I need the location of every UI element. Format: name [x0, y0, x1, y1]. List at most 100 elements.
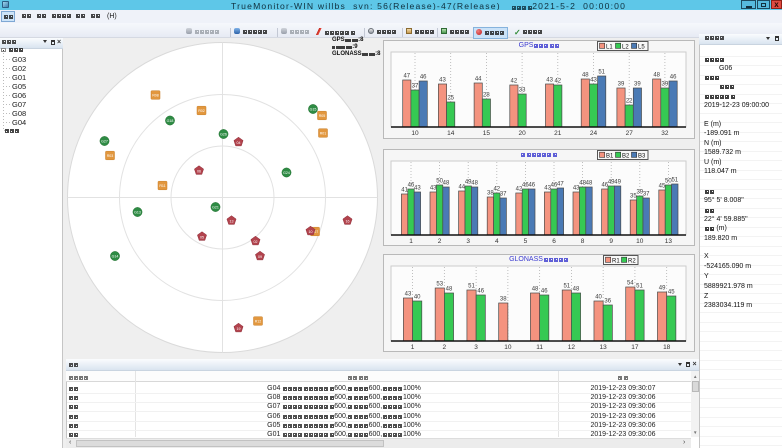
svg-text:4: 4 — [495, 238, 499, 245]
svg-text:19: 19 — [237, 327, 241, 331]
svg-text:38: 38 — [500, 297, 507, 303]
svg-text:47: 47 — [557, 182, 564, 188]
svg-text:33: 33 — [519, 88, 526, 94]
svg-text:G27: G27 — [101, 139, 108, 143]
svg-text:1: 1 — [411, 344, 415, 351]
svg-text:51: 51 — [636, 284, 643, 290]
svg-text:28: 28 — [483, 93, 490, 99]
svg-text:42: 42 — [516, 187, 523, 193]
svg-text:R08: R08 — [152, 93, 159, 97]
svg-text:24: 24 — [590, 130, 598, 137]
svg-text:48: 48 — [579, 181, 586, 187]
svg-text:46: 46 — [551, 183, 558, 189]
svg-text:B1: B1 — [606, 154, 614, 160]
svg-text:1: 1 — [409, 238, 413, 245]
svg-text:45: 45 — [668, 290, 675, 296]
svg-text:06: 06 — [197, 170, 201, 174]
svg-text:46: 46 — [670, 75, 677, 81]
svg-text:40: 40 — [595, 295, 602, 301]
svg-text:R03: R03 — [107, 154, 114, 158]
svg-text:B3: B3 — [638, 154, 646, 160]
svg-text:46: 46 — [541, 289, 548, 295]
svg-text:G26: G26 — [220, 132, 227, 136]
svg-text:B2: B2 — [622, 154, 630, 160]
svg-text:38: 38 — [487, 191, 494, 197]
svg-text:14: 14 — [447, 130, 455, 137]
svg-text:02: 02 — [254, 240, 258, 244]
svg-text:11: 11 — [536, 344, 543, 351]
svg-text:9: 9 — [609, 238, 613, 245]
svg-text:37: 37 — [500, 192, 507, 198]
svg-text:R1: R1 — [612, 259, 620, 265]
svg-text:10: 10 — [504, 344, 512, 351]
svg-text:3: 3 — [466, 238, 470, 245]
svg-text:43: 43 — [573, 186, 580, 192]
svg-text:46: 46 — [477, 289, 484, 295]
svg-text:10: 10 — [636, 238, 644, 245]
svg-text:37: 37 — [412, 84, 419, 90]
svg-text:22: 22 — [626, 99, 633, 105]
svg-text:48: 48 — [443, 181, 450, 187]
svg-text:43: 43 — [590, 78, 597, 84]
svg-text:R07: R07 — [312, 230, 319, 234]
svg-text:41: 41 — [401, 188, 408, 194]
svg-text:R01: R01 — [320, 131, 327, 135]
svg-text:17: 17 — [631, 344, 639, 351]
svg-text:48: 48 — [532, 287, 539, 293]
svg-text:13: 13 — [600, 344, 608, 351]
svg-text:49: 49 — [465, 180, 472, 186]
svg-text:43: 43 — [430, 186, 437, 192]
svg-text:53: 53 — [436, 282, 443, 288]
svg-text:46: 46 — [408, 183, 415, 189]
svg-text:51: 51 — [671, 178, 678, 184]
svg-text:8: 8 — [581, 238, 585, 245]
svg-text:09: 09 — [258, 255, 262, 259]
svg-text:43: 43 — [544, 186, 551, 192]
svg-text:40: 40 — [414, 295, 421, 301]
svg-text:42: 42 — [493, 187, 500, 193]
svg-text:18: 18 — [663, 344, 671, 351]
svg-text:16: 16 — [346, 220, 350, 224]
svg-text:13: 13 — [665, 238, 673, 245]
svg-text:3: 3 — [474, 344, 478, 351]
svg-text:48: 48 — [653, 73, 660, 79]
svg-text:G15: G15 — [310, 107, 317, 111]
svg-text:36: 36 — [604, 299, 611, 305]
svg-text:48: 48 — [573, 287, 580, 293]
svg-text:47: 47 — [403, 74, 410, 80]
svg-text:L2: L2 — [622, 45, 629, 51]
svg-text:10: 10 — [309, 230, 313, 234]
svg-text:27: 27 — [626, 130, 634, 137]
svg-text:44: 44 — [458, 185, 465, 191]
svg-text:32: 32 — [661, 130, 669, 137]
svg-text:G18: G18 — [167, 119, 174, 123]
svg-text:5: 5 — [524, 238, 528, 245]
svg-text:51: 51 — [468, 284, 475, 290]
svg-text:2: 2 — [443, 344, 447, 351]
svg-text:42: 42 — [554, 79, 561, 85]
svg-text:51: 51 — [563, 284, 570, 290]
svg-text:15: 15 — [483, 130, 491, 137]
svg-text:R11: R11 — [159, 184, 165, 188]
svg-text:46: 46 — [528, 183, 535, 189]
svg-text:L5: L5 — [638, 45, 645, 51]
svg-text:50: 50 — [665, 179, 672, 185]
svg-text:6: 6 — [552, 238, 556, 245]
svg-text:43: 43 — [546, 78, 553, 84]
svg-text:R12: R12 — [255, 319, 262, 323]
svg-text:49: 49 — [614, 180, 621, 186]
svg-text:48: 48 — [586, 181, 593, 187]
svg-text:10: 10 — [411, 130, 419, 137]
svg-text:48: 48 — [471, 181, 478, 187]
svg-text:49: 49 — [659, 286, 666, 292]
svg-text:50: 50 — [436, 179, 443, 185]
svg-text:G14: G14 — [112, 254, 119, 258]
svg-text:46: 46 — [522, 183, 529, 189]
svg-text:39: 39 — [662, 82, 669, 88]
svg-text:43: 43 — [405, 292, 412, 298]
svg-text:46: 46 — [601, 183, 608, 189]
svg-text:35: 35 — [630, 194, 637, 200]
svg-text:21: 21 — [554, 130, 562, 137]
svg-text:39: 39 — [636, 190, 643, 196]
svg-text:51: 51 — [598, 70, 605, 76]
